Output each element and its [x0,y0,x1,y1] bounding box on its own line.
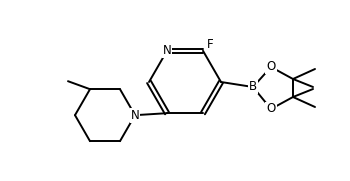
Text: F: F [207,38,213,51]
Text: N: N [131,109,139,122]
Text: N: N [163,44,172,57]
Text: O: O [266,102,276,115]
Text: O: O [266,60,276,73]
Text: B: B [249,81,257,94]
